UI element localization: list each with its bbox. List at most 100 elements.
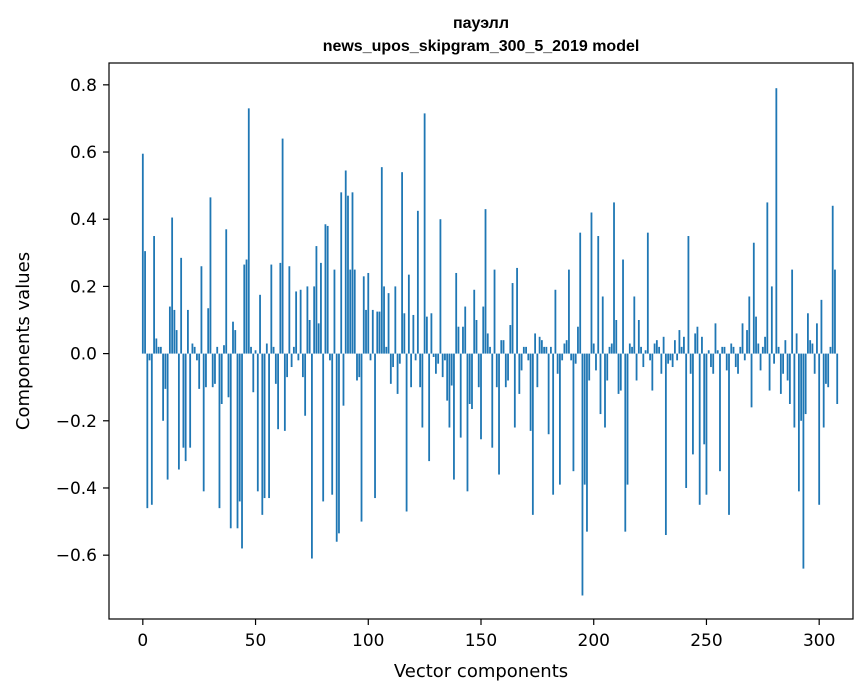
bar (482, 306, 485, 354)
bar (759, 353, 762, 371)
bar (448, 353, 451, 428)
bar (701, 336, 703, 354)
x-axis-ticks: 0 50 100 150 200 250 300 (137, 619, 835, 651)
bar (356, 353, 358, 381)
bar (669, 353, 672, 361)
bar (775, 88, 778, 354)
bar (205, 353, 207, 388)
bar (430, 313, 433, 354)
bar (175, 330, 178, 354)
bar (229, 353, 232, 529)
bar (464, 306, 467, 354)
bar (171, 217, 174, 354)
bar (802, 353, 805, 569)
bar (525, 346, 527, 354)
bar (263, 353, 266, 499)
bar (450, 353, 453, 386)
bar (243, 264, 246, 354)
bar (200, 266, 203, 354)
bar (786, 353, 789, 381)
bar (804, 353, 807, 415)
bar (459, 353, 462, 438)
x-tick-label: 50 (245, 631, 267, 651)
bar (419, 353, 422, 388)
bar (755, 316, 757, 354)
bar (227, 353, 230, 398)
bar (712, 353, 715, 374)
bar (295, 291, 298, 354)
x-axis-label: Vector components (394, 661, 568, 682)
bar (581, 353, 584, 596)
bar (687, 236, 690, 354)
bar (351, 192, 354, 354)
bar (159, 346, 162, 354)
bars-group (141, 88, 839, 596)
bar (764, 336, 766, 354)
bar (538, 336, 541, 354)
bar (583, 353, 586, 485)
x-tick-label: 300 (803, 631, 835, 651)
bar (811, 343, 814, 354)
bar (455, 272, 458, 354)
bar (563, 343, 566, 354)
bar (306, 286, 309, 354)
bar (642, 353, 645, 368)
bar (412, 314, 415, 354)
bar (220, 353, 223, 404)
bar (234, 330, 237, 354)
bar (247, 108, 250, 354)
bar (579, 232, 582, 354)
bar (622, 259, 624, 354)
bar (540, 340, 543, 354)
y-tick-label: 0.2 (70, 277, 97, 297)
bar (565, 340, 568, 354)
bar (428, 353, 431, 462)
bar (836, 353, 839, 404)
bar (694, 333, 697, 354)
bar (791, 269, 794, 354)
bar (180, 257, 183, 354)
bar (358, 353, 361, 378)
bar (484, 209, 487, 354)
bar (398, 353, 401, 364)
y-tick-label: 0.4 (70, 210, 97, 230)
bar (342, 353, 345, 406)
bar (477, 353, 480, 388)
bar (283, 353, 286, 431)
bar (198, 353, 201, 389)
bar (187, 309, 189, 354)
bar (290, 353, 293, 368)
bar (831, 205, 834, 354)
bar (588, 353, 591, 381)
bar (279, 262, 282, 354)
bar (779, 353, 782, 394)
bar (468, 353, 471, 404)
bar (252, 353, 255, 393)
bar (236, 353, 239, 529)
bar (392, 353, 394, 368)
bar (793, 353, 796, 428)
bar (241, 353, 243, 549)
bar (378, 311, 381, 354)
bar (640, 346, 642, 354)
bar (784, 340, 787, 354)
bar (637, 320, 640, 354)
bar (380, 167, 383, 354)
bar (522, 346, 525, 354)
bar (148, 353, 151, 361)
x-tick-label: 0 (137, 631, 148, 651)
bar (768, 353, 771, 391)
bar (820, 299, 823, 354)
y-tick-label: 0.0 (70, 345, 97, 365)
bar (207, 308, 210, 354)
bar (394, 286, 397, 354)
bar (531, 353, 534, 515)
bar (834, 269, 836, 354)
bar (313, 286, 316, 354)
bar (369, 353, 372, 361)
y-tick-label: 0.6 (70, 143, 97, 163)
bar (788, 353, 791, 404)
bar (707, 350, 710, 354)
bar (667, 353, 670, 364)
bar (216, 346, 219, 354)
